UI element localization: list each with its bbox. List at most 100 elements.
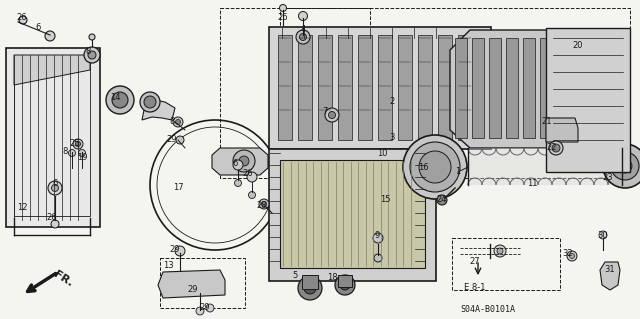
- Text: 12: 12: [17, 203, 28, 211]
- Circle shape: [611, 152, 639, 180]
- Text: 11: 11: [527, 179, 537, 188]
- Polygon shape: [450, 30, 580, 148]
- FancyBboxPatch shape: [489, 38, 501, 138]
- FancyBboxPatch shape: [438, 35, 452, 140]
- Text: 1: 1: [456, 167, 461, 176]
- FancyBboxPatch shape: [455, 38, 467, 138]
- Circle shape: [73, 139, 83, 149]
- Text: 20: 20: [573, 41, 583, 49]
- Text: 18: 18: [326, 273, 337, 283]
- Polygon shape: [158, 270, 225, 298]
- Text: 7: 7: [323, 108, 328, 116]
- Text: 3: 3: [389, 133, 395, 143]
- Circle shape: [84, 47, 100, 63]
- FancyBboxPatch shape: [298, 35, 312, 140]
- Text: 14: 14: [109, 93, 120, 102]
- Circle shape: [549, 141, 563, 155]
- Circle shape: [599, 231, 607, 239]
- Circle shape: [585, 75, 625, 115]
- Text: 26: 26: [17, 13, 28, 23]
- Text: 31: 31: [605, 265, 615, 275]
- Polygon shape: [142, 100, 175, 120]
- Text: 29: 29: [167, 136, 177, 145]
- Circle shape: [112, 92, 128, 108]
- Circle shape: [328, 112, 335, 118]
- Text: 24: 24: [436, 196, 447, 204]
- Text: 6: 6: [35, 24, 41, 33]
- Circle shape: [618, 159, 632, 173]
- Circle shape: [79, 150, 86, 157]
- Circle shape: [298, 276, 322, 300]
- FancyBboxPatch shape: [378, 35, 392, 140]
- Text: 4: 4: [300, 26, 306, 34]
- Text: 23: 23: [603, 173, 613, 182]
- Text: 26: 26: [243, 169, 253, 179]
- Circle shape: [552, 144, 560, 152]
- Circle shape: [603, 144, 640, 188]
- Text: 10: 10: [377, 149, 387, 158]
- FancyBboxPatch shape: [472, 38, 484, 138]
- Text: 29: 29: [170, 246, 180, 255]
- FancyBboxPatch shape: [523, 38, 535, 138]
- Circle shape: [419, 151, 451, 183]
- FancyBboxPatch shape: [546, 28, 630, 172]
- FancyBboxPatch shape: [318, 35, 332, 140]
- Circle shape: [45, 31, 55, 41]
- Polygon shape: [212, 148, 268, 175]
- Circle shape: [296, 30, 310, 44]
- Text: 19: 19: [77, 152, 87, 161]
- Circle shape: [494, 245, 506, 257]
- Circle shape: [140, 92, 160, 112]
- Circle shape: [19, 16, 27, 24]
- Polygon shape: [580, 65, 630, 125]
- FancyBboxPatch shape: [269, 149, 436, 281]
- Circle shape: [239, 156, 249, 166]
- Circle shape: [144, 96, 156, 108]
- Text: 29: 29: [188, 286, 198, 294]
- Circle shape: [88, 51, 96, 59]
- Circle shape: [280, 4, 287, 11]
- Circle shape: [48, 181, 62, 195]
- FancyBboxPatch shape: [458, 35, 472, 140]
- Text: 6: 6: [232, 159, 237, 167]
- Circle shape: [259, 199, 269, 209]
- Circle shape: [298, 11, 307, 20]
- Circle shape: [248, 191, 255, 198]
- Text: E 8-1: E 8-1: [464, 283, 486, 292]
- Bar: [452, 238, 560, 290]
- Polygon shape: [14, 55, 90, 85]
- Bar: [14, 56, 90, 216]
- Circle shape: [51, 220, 59, 228]
- Circle shape: [175, 246, 185, 256]
- Polygon shape: [600, 262, 620, 290]
- Circle shape: [403, 135, 467, 199]
- Circle shape: [410, 142, 460, 192]
- Circle shape: [89, 34, 95, 40]
- Circle shape: [51, 184, 58, 191]
- Text: 30: 30: [598, 231, 608, 240]
- Bar: [338, 275, 352, 287]
- FancyBboxPatch shape: [506, 38, 518, 138]
- Text: 17: 17: [173, 182, 183, 191]
- Circle shape: [374, 254, 382, 262]
- Bar: [160, 258, 245, 308]
- Text: 26: 26: [278, 13, 288, 23]
- Bar: [220, 8, 630, 178]
- Circle shape: [176, 136, 184, 144]
- FancyBboxPatch shape: [468, 148, 622, 185]
- Text: S04A-B0101A: S04A-B0101A: [461, 306, 515, 315]
- Circle shape: [234, 180, 241, 187]
- Text: 28: 28: [257, 202, 268, 211]
- Text: 15: 15: [380, 196, 390, 204]
- Circle shape: [262, 202, 266, 206]
- FancyBboxPatch shape: [269, 27, 491, 149]
- Circle shape: [175, 120, 180, 124]
- FancyBboxPatch shape: [540, 38, 552, 138]
- Text: FR.: FR.: [52, 269, 75, 289]
- Circle shape: [300, 33, 307, 41]
- Circle shape: [196, 307, 204, 315]
- Circle shape: [76, 142, 81, 146]
- FancyBboxPatch shape: [398, 35, 412, 140]
- Text: 8: 8: [62, 147, 68, 157]
- Circle shape: [247, 172, 257, 182]
